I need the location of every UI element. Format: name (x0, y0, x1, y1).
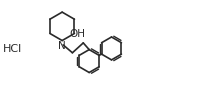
Text: HCl: HCl (3, 44, 22, 54)
Text: OH: OH (69, 29, 85, 39)
Text: N: N (58, 41, 66, 51)
